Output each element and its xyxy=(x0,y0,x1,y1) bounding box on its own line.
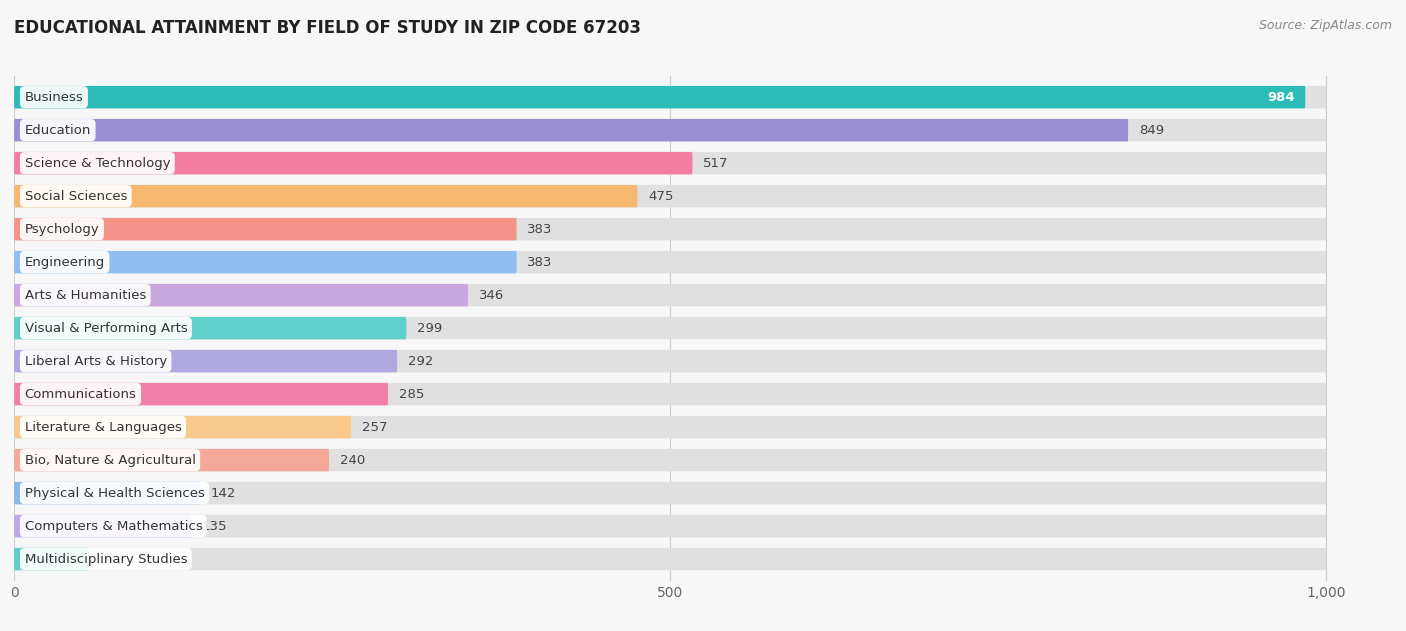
Text: Arts & Humanities: Arts & Humanities xyxy=(24,288,146,302)
FancyBboxPatch shape xyxy=(14,152,1326,174)
Text: Business: Business xyxy=(24,91,83,103)
FancyBboxPatch shape xyxy=(14,515,191,538)
FancyBboxPatch shape xyxy=(14,218,1326,240)
Text: 849: 849 xyxy=(1139,124,1164,137)
Text: Liberal Arts & History: Liberal Arts & History xyxy=(24,355,167,368)
Text: Literature & Languages: Literature & Languages xyxy=(24,421,181,433)
Text: 240: 240 xyxy=(339,454,364,466)
FancyBboxPatch shape xyxy=(14,416,1326,439)
Text: 346: 346 xyxy=(478,288,503,302)
FancyBboxPatch shape xyxy=(14,251,1326,273)
FancyBboxPatch shape xyxy=(14,152,693,174)
FancyBboxPatch shape xyxy=(14,350,398,372)
Text: Social Sciences: Social Sciences xyxy=(24,190,127,203)
Text: 57: 57 xyxy=(100,553,117,565)
FancyBboxPatch shape xyxy=(14,416,352,439)
Text: 475: 475 xyxy=(648,190,673,203)
FancyBboxPatch shape xyxy=(14,119,1326,141)
Text: Source: ZipAtlas.com: Source: ZipAtlas.com xyxy=(1258,19,1392,32)
FancyBboxPatch shape xyxy=(14,284,468,306)
FancyBboxPatch shape xyxy=(14,548,89,570)
FancyBboxPatch shape xyxy=(14,86,1326,109)
Text: 292: 292 xyxy=(408,355,433,368)
FancyBboxPatch shape xyxy=(14,218,516,240)
Text: Psychology: Psychology xyxy=(24,223,100,235)
Text: 984: 984 xyxy=(1267,91,1295,103)
Text: 383: 383 xyxy=(527,256,553,269)
FancyBboxPatch shape xyxy=(14,383,388,405)
FancyBboxPatch shape xyxy=(14,482,1326,504)
FancyBboxPatch shape xyxy=(14,86,1305,109)
FancyBboxPatch shape xyxy=(14,317,406,339)
FancyBboxPatch shape xyxy=(14,185,1326,208)
FancyBboxPatch shape xyxy=(14,251,516,273)
FancyBboxPatch shape xyxy=(14,383,1326,405)
FancyBboxPatch shape xyxy=(14,548,1326,570)
Text: 299: 299 xyxy=(418,322,441,334)
FancyBboxPatch shape xyxy=(14,482,201,504)
FancyBboxPatch shape xyxy=(14,284,1326,306)
Text: Engineering: Engineering xyxy=(24,256,105,269)
FancyBboxPatch shape xyxy=(14,317,1326,339)
Text: Communications: Communications xyxy=(24,387,136,401)
FancyBboxPatch shape xyxy=(14,449,329,471)
Text: Multidisciplinary Studies: Multidisciplinary Studies xyxy=(24,553,187,565)
Text: Visual & Performing Arts: Visual & Performing Arts xyxy=(24,322,187,334)
Text: 257: 257 xyxy=(361,421,387,433)
Text: Education: Education xyxy=(24,124,91,137)
Text: Physical & Health Sciences: Physical & Health Sciences xyxy=(24,487,204,500)
FancyBboxPatch shape xyxy=(14,515,1326,538)
Text: 383: 383 xyxy=(527,223,553,235)
Text: EDUCATIONAL ATTAINMENT BY FIELD OF STUDY IN ZIP CODE 67203: EDUCATIONAL ATTAINMENT BY FIELD OF STUDY… xyxy=(14,19,641,37)
FancyBboxPatch shape xyxy=(14,119,1128,141)
FancyBboxPatch shape xyxy=(14,350,1326,372)
Text: Computers & Mathematics: Computers & Mathematics xyxy=(24,519,202,533)
FancyBboxPatch shape xyxy=(14,185,637,208)
Text: Science & Technology: Science & Technology xyxy=(24,156,170,170)
Text: 517: 517 xyxy=(703,156,728,170)
Text: 285: 285 xyxy=(398,387,425,401)
FancyBboxPatch shape xyxy=(14,449,1326,471)
Text: 142: 142 xyxy=(211,487,236,500)
Text: Bio, Nature & Agricultural: Bio, Nature & Agricultural xyxy=(24,454,195,466)
Text: 135: 135 xyxy=(201,519,228,533)
